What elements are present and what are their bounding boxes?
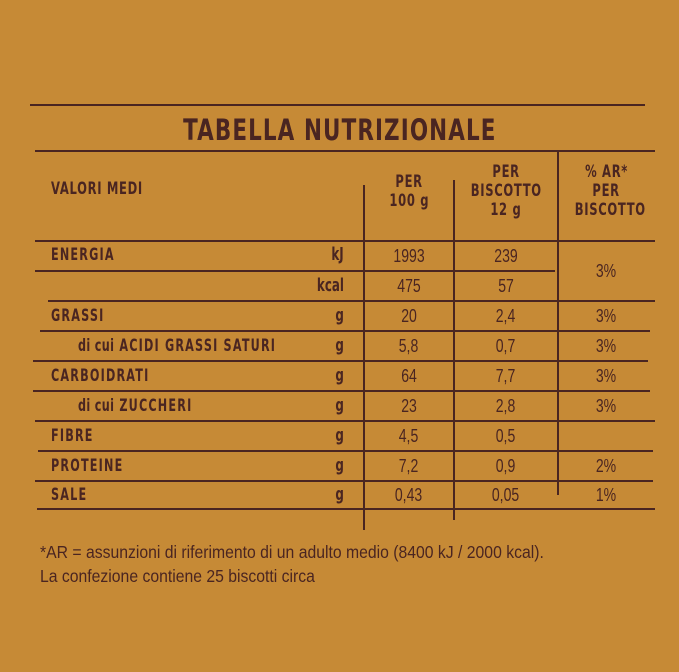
- row-rule: [38, 450, 653, 452]
- row-unit: kcal: [316, 275, 344, 296]
- row-unit: kJ: [331, 244, 344, 265]
- row-unit: g: [335, 455, 344, 476]
- row-label: PROTEINE: [51, 456, 124, 476]
- header-per-100g: PER 100 g: [389, 172, 429, 211]
- value-per-biscotto: 0,9: [496, 456, 516, 476]
- row-rule: [33, 360, 648, 362]
- header-per-biscotto: PER BISCOTTO 12 g: [470, 162, 542, 220]
- row-rule: [40, 330, 650, 332]
- table-bottom-rule: [37, 508, 655, 510]
- value-per-100g: 0,43: [395, 485, 423, 505]
- row-rule: [33, 390, 650, 392]
- row-label: GRASSI: [51, 306, 105, 326]
- value-ar: 2%: [596, 456, 617, 476]
- value-ar: 3%: [596, 396, 617, 416]
- value-per-100g: 4,5: [399, 426, 419, 446]
- row-unit: g: [335, 335, 344, 356]
- row-unit: g: [335, 365, 344, 386]
- row-unit: g: [335, 395, 344, 416]
- value-ar: 1%: [596, 485, 617, 505]
- value-ar: 3%: [596, 336, 617, 356]
- value-per-100g: 5,8: [399, 336, 419, 356]
- row-rule: [35, 270, 555, 272]
- footnote-pack-count: La confezione contiene 25 biscotti circa: [40, 566, 315, 586]
- footnote-ar-definition: *AR = assunzioni di riferimento di un ad…: [40, 542, 544, 562]
- column-divider: [557, 150, 559, 495]
- row-label: di cui ZUCCHERI: [78, 396, 193, 416]
- row-rule: [48, 300, 655, 302]
- value-per-biscotto: 0,5: [496, 426, 516, 446]
- value-per-100g: 20: [401, 306, 417, 326]
- value-per-biscotto: 0,7: [496, 336, 516, 356]
- row-unit: g: [335, 425, 344, 446]
- page-title: TABELLA NUTRIZIONALE: [182, 113, 497, 147]
- value-per-biscotto: 2,4: [496, 306, 516, 326]
- value-per-100g: 1993: [393, 246, 425, 266]
- value-per-biscotto: 2,8: [496, 396, 516, 416]
- row-unit: g: [335, 305, 344, 326]
- row-label: di cui ACIDI GRASSI SATURI: [78, 336, 277, 356]
- row-label: SALE: [51, 485, 88, 505]
- title-bottom-rule: [35, 150, 655, 152]
- row-rule: [35, 420, 655, 422]
- value-ar: 3%: [596, 306, 617, 326]
- value-per-100g: 64: [401, 366, 417, 386]
- top-rule: [30, 104, 645, 106]
- value-ar-energia: 3%: [596, 261, 617, 281]
- value-per-biscotto: 239: [494, 246, 518, 266]
- row-label: ENERGIA: [51, 245, 115, 265]
- value-per-biscotto: 7,7: [496, 366, 516, 386]
- header-valori-medi: VALORI MEDI: [51, 179, 143, 199]
- column-divider: [363, 185, 365, 530]
- column-divider: [453, 180, 455, 520]
- value-ar: 3%: [596, 366, 617, 386]
- row-label: CARBOIDRATI: [51, 366, 150, 386]
- value-per-biscotto: 0,05: [492, 485, 520, 505]
- header-ar-per-biscotto: % AR* PER BISCOTTO: [574, 162, 646, 220]
- value-per-biscotto: 57: [498, 276, 514, 296]
- header-bottom-rule: [35, 240, 655, 242]
- row-unit: g: [335, 484, 344, 505]
- value-per-100g: 475: [397, 276, 421, 296]
- row-rule: [35, 480, 653, 482]
- value-per-100g: 7,2: [399, 456, 419, 476]
- row-label: FIBRE: [51, 426, 94, 446]
- value-per-100g: 23: [401, 396, 417, 416]
